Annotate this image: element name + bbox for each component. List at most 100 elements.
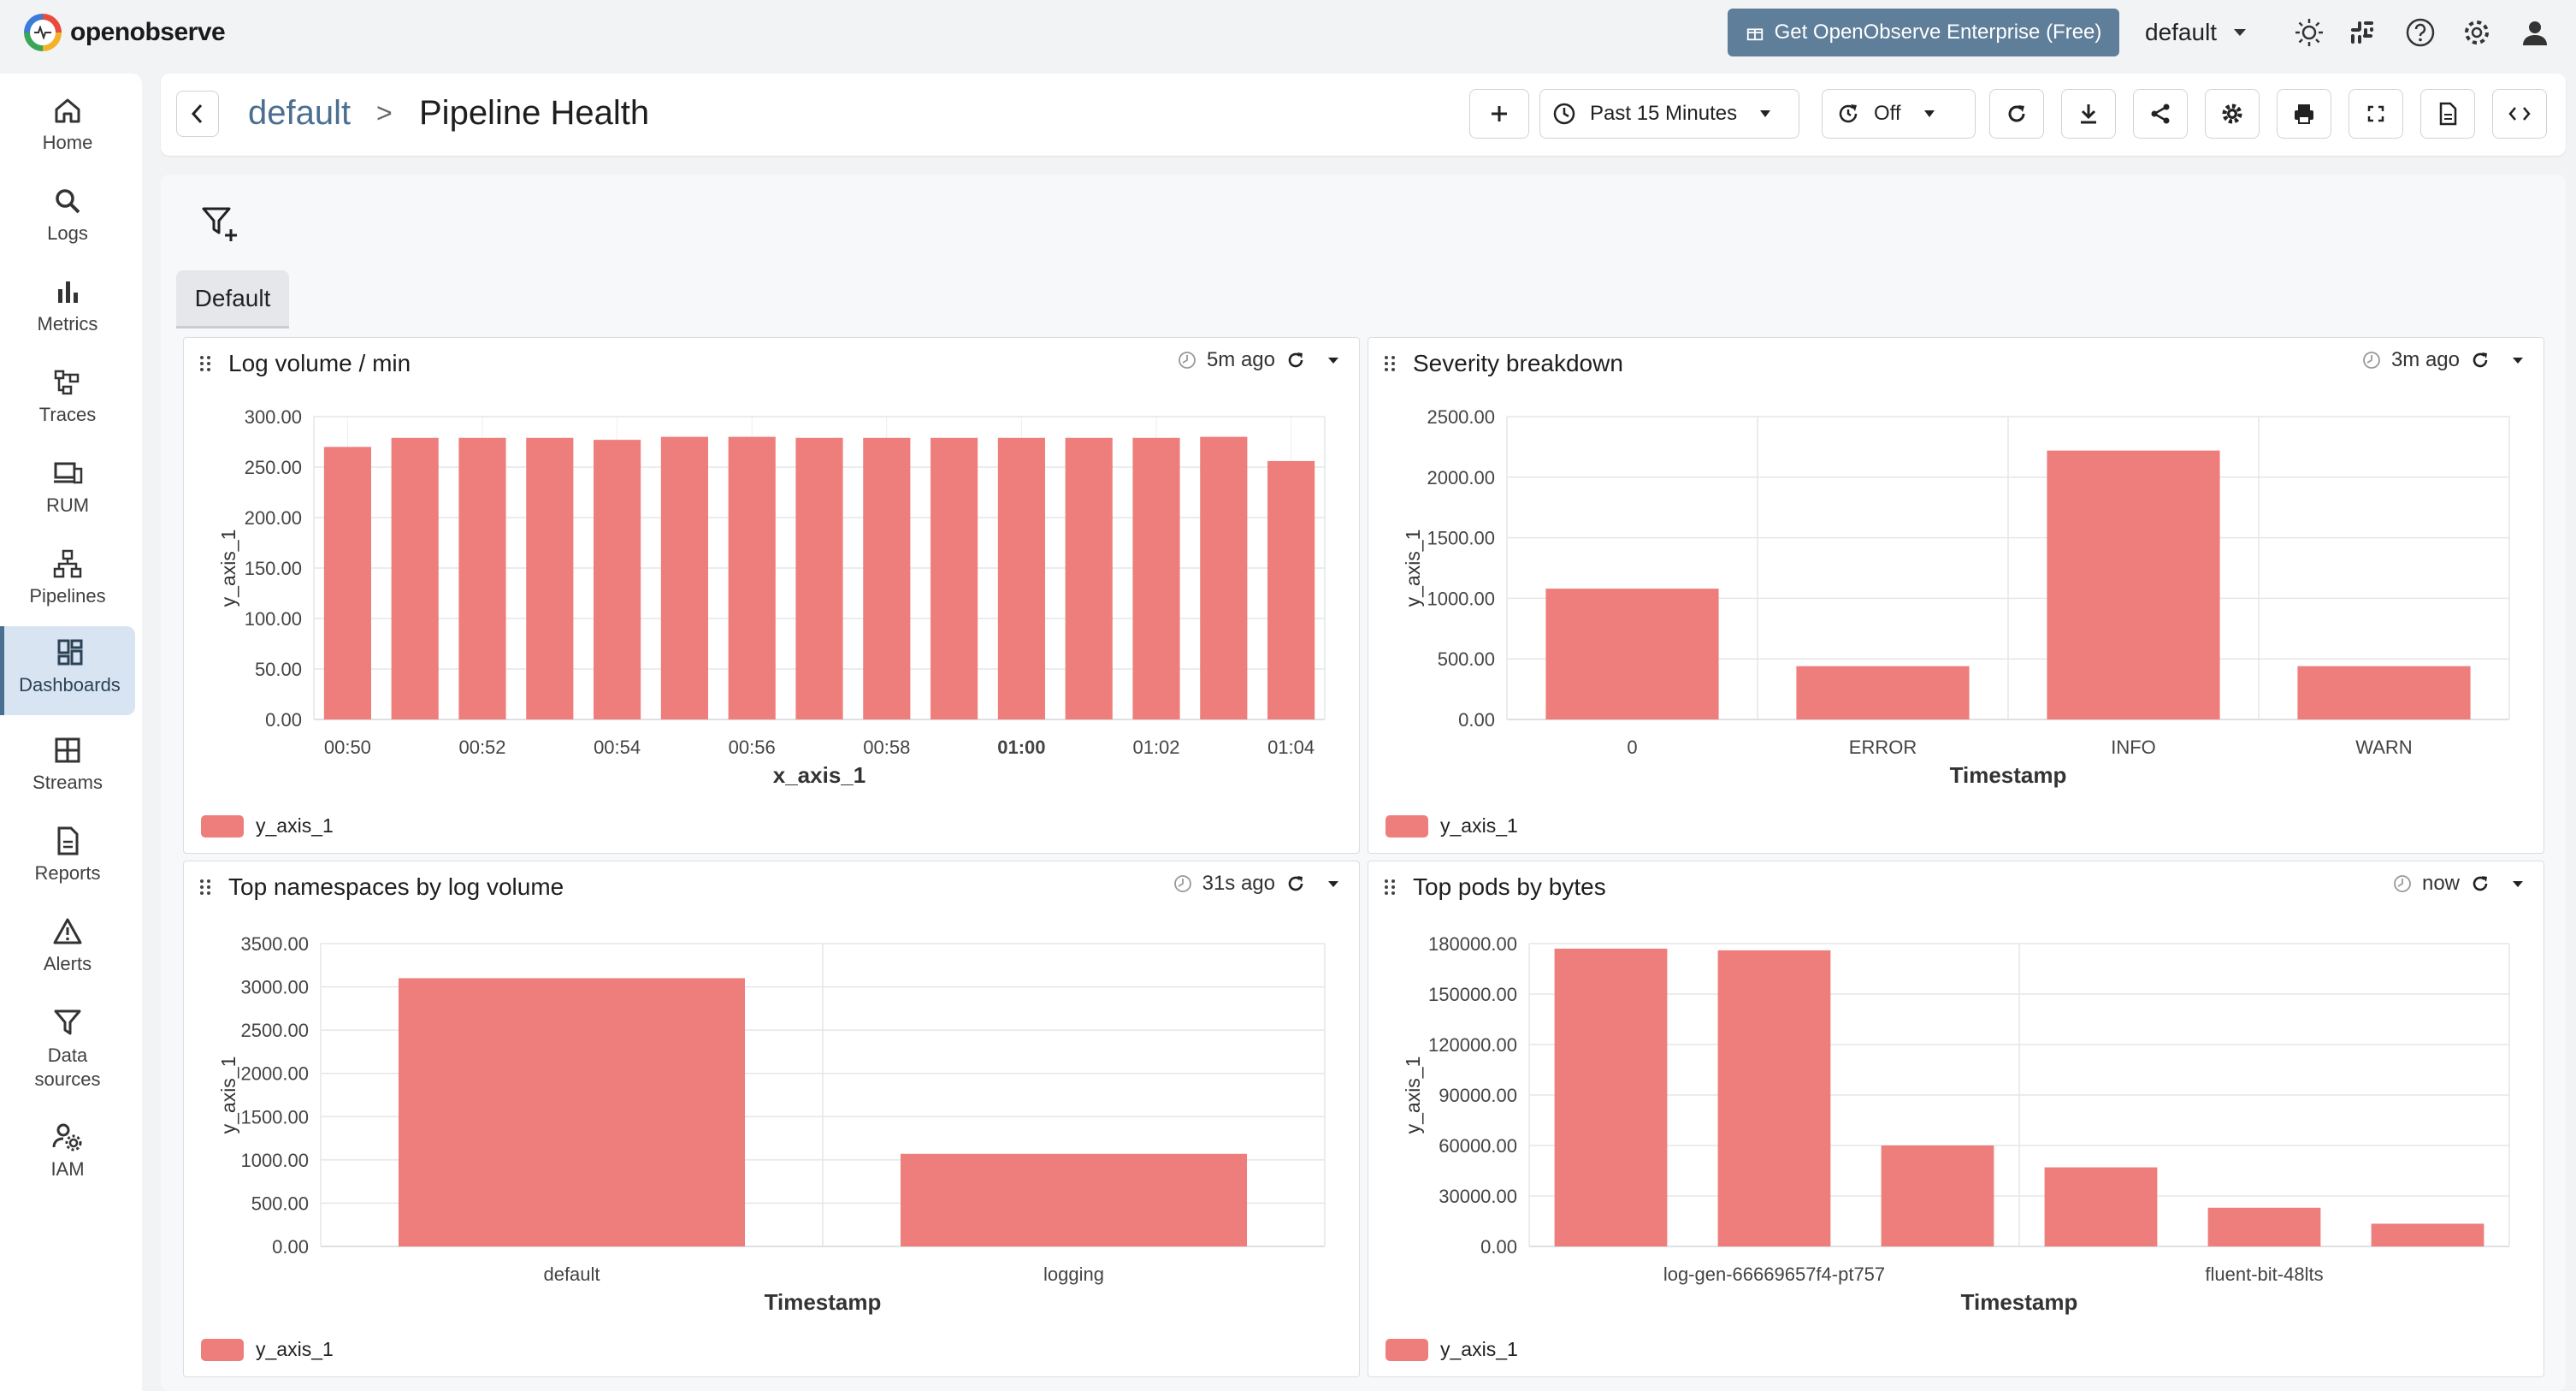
drag-handle-icon[interactable] — [1382, 877, 1397, 897]
panel-top-pods: Top pods by bytes now 0.00 30000.00 60000.00… — [1368, 861, 2544, 1377]
org-select[interactable]: default — [2138, 9, 2254, 56]
bar[interactable] — [1132, 437, 1180, 719]
bar[interactable] — [1267, 460, 1315, 719]
bar[interactable] — [2297, 666, 2471, 719]
sidebar-item-traces[interactable]: Traces — [0, 361, 135, 436]
bar[interactable] — [900, 1153, 1248, 1246]
logo[interactable]: openobserve — [24, 14, 226, 51]
bar[interactable] — [2047, 450, 2220, 719]
refresh-button[interactable] — [1989, 89, 2044, 139]
y-tick-label: 1500.00 — [240, 1106, 309, 1128]
sidebar-item-reports[interactable]: Reports — [0, 820, 135, 895]
panel-menu-caret-icon[interactable] — [1323, 873, 1344, 894]
bar[interactable] — [391, 437, 439, 719]
fullscreen-button[interactable] — [2349, 89, 2403, 139]
x-tick-label: 00:50 — [324, 737, 371, 758]
auto-refresh-picker[interactable]: Off — [1822, 89, 1976, 139]
x-tick-label: default — [543, 1264, 600, 1285]
drag-handle-icon[interactable] — [198, 353, 213, 374]
bar[interactable] — [660, 436, 708, 719]
bar[interactable] — [1881, 1145, 1994, 1246]
logo-text: openobserve — [70, 18, 226, 46]
print-button[interactable] — [2277, 89, 2331, 139]
legend-swatch — [201, 814, 244, 838]
bar[interactable] — [795, 437, 843, 719]
gear-icon[interactable] — [2456, 12, 2497, 53]
bar[interactable] — [458, 437, 506, 719]
chart-legend[interactable]: y_axis_1 — [1385, 1338, 1518, 1361]
refresh-icon[interactable] — [1285, 350, 1306, 370]
settings-button[interactable] — [2205, 89, 2260, 139]
sidebar-item-data-sources[interactable]: Data sources — [0, 1001, 135, 1095]
bar[interactable] — [2044, 1167, 2158, 1246]
bar[interactable] — [931, 437, 978, 719]
panel-title: Log volume / min — [228, 350, 411, 376]
enterprise-button[interactable]: Get OpenObserve Enterprise (Free) — [1728, 9, 2119, 56]
json-view-button[interactable] — [2492, 89, 2547, 139]
time-range-value: Past 15 Minutes — [1590, 102, 1738, 125]
panel-menu-caret-icon[interactable] — [2508, 350, 2528, 370]
help-icon[interactable] — [2400, 12, 2441, 53]
sidebar-item-iam[interactable]: IAM — [0, 1116, 135, 1191]
back-button[interactable] — [176, 91, 219, 137]
panel-menu-caret-icon[interactable] — [1323, 350, 1344, 370]
x-tick-label: logging — [1043, 1264, 1104, 1285]
bar[interactable] — [1545, 589, 1719, 719]
sidebar-item-metrics[interactable]: Metrics — [0, 270, 135, 346]
drag-handle-icon[interactable] — [198, 877, 213, 897]
bar[interactable] — [2371, 1223, 2484, 1246]
time-range-picker[interactable]: Past 15 Minutes — [1539, 89, 1799, 139]
sidebar-item-label: Alerts — [43, 953, 92, 974]
refresh-icon[interactable] — [2470, 873, 2490, 894]
bar[interactable] — [1554, 948, 1668, 1246]
sidebar-item-dashboards[interactable]: Dashboards — [0, 626, 135, 715]
sidebar-item-streams[interactable]: Streams — [0, 729, 135, 804]
refresh-clock-icon — [1839, 104, 1858, 123]
panel-menu-caret-icon[interactable] — [2508, 873, 2528, 894]
bar[interactable] — [526, 437, 574, 719]
bar[interactable] — [1796, 666, 1970, 719]
refresh-icon[interactable] — [1285, 873, 1306, 894]
bar[interactable] — [2207, 1207, 2321, 1246]
chart-legend[interactable]: y_axis_1 — [201, 814, 334, 838]
refresh-icon[interactable] — [2470, 350, 2490, 370]
legend-swatch — [201, 1338, 244, 1361]
bar[interactable] — [1065, 437, 1113, 719]
chart-legend[interactable]: y_axis_1 — [1385, 814, 1518, 838]
download-button[interactable] — [2061, 89, 2116, 139]
bar[interactable] — [1717, 950, 1831, 1246]
bar[interactable] — [1200, 436, 1248, 719]
sidebar-item-label: Reports — [34, 862, 101, 884]
drag-handle-icon[interactable] — [1382, 353, 1397, 374]
breadcrumb-folder[interactable]: default — [248, 94, 352, 132]
add-filter-button[interactable] — [197, 200, 245, 248]
slack-icon[interactable] — [2342, 12, 2383, 53]
bar[interactable] — [398, 978, 746, 1246]
bar-chart: 0.00 500.00 1000.00 1500.00 2000.00 2500.00 y_… — [1402, 406, 2510, 788]
bar[interactable] — [728, 436, 776, 719]
y-tick-label: 1000.00 — [1427, 588, 1495, 609]
sidebar-item-logs[interactable]: Logs — [0, 180, 135, 255]
add-panel-button[interactable] — [1469, 89, 1529, 139]
share-button[interactable] — [2133, 89, 2188, 139]
sun-icon[interactable] — [2289, 12, 2330, 53]
y-tick-label: 0.00 — [1480, 1236, 1517, 1258]
org-select-value: default — [2145, 19, 2218, 45]
x-tick-label: 00:52 — [458, 737, 505, 758]
chart-legend[interactable]: y_axis_1 — [201, 1338, 334, 1361]
alert-icon — [53, 918, 82, 944]
bar[interactable] — [594, 440, 641, 719]
bar[interactable] — [997, 437, 1045, 719]
sidebar-item-pipelines[interactable]: Pipelines — [0, 542, 135, 618]
sidebar-item-alerts[interactable]: Alerts — [0, 910, 135, 986]
bar[interactable] — [863, 437, 911, 719]
bar[interactable] — [323, 447, 371, 719]
sidebar-item-rum[interactable]: RUM — [0, 452, 135, 527]
x-tick-label: fluent-bit-48lts — [2205, 1264, 2323, 1285]
y-tick-label: 200.00 — [245, 507, 302, 529]
legend-swatch — [1385, 814, 1428, 838]
dashboard-variables-button[interactable] — [2420, 89, 2475, 139]
user-icon[interactable] — [2514, 12, 2555, 53]
tab-default[interactable]: Default — [176, 270, 289, 329]
sidebar-item-home[interactable]: Home — [0, 89, 135, 164]
